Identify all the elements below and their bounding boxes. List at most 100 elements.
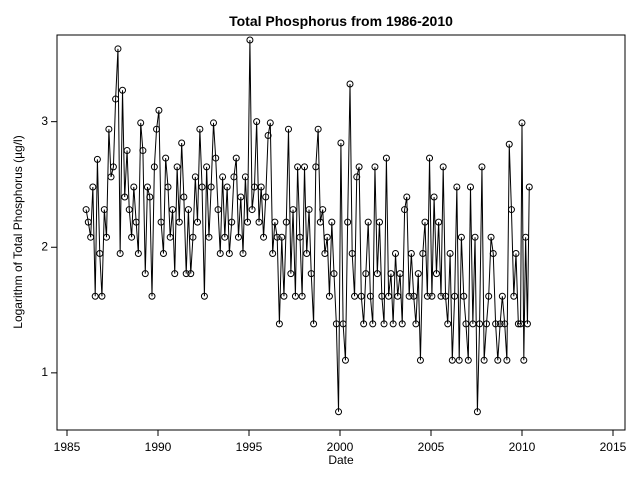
data-point <box>494 356 502 364</box>
data-point <box>225 250 233 258</box>
data-point <box>471 233 479 241</box>
data-point <box>134 250 142 258</box>
data-point <box>310 320 318 328</box>
data-point <box>353 173 361 181</box>
data-point <box>366 292 374 300</box>
data-point <box>426 154 434 162</box>
data-point <box>234 233 242 241</box>
data-point <box>107 173 115 181</box>
data-point <box>191 173 199 181</box>
data-point <box>114 45 122 53</box>
data-point <box>348 250 356 258</box>
data-point <box>460 292 468 300</box>
data-point <box>332 320 340 328</box>
data-point <box>341 356 349 364</box>
data-point <box>403 193 411 201</box>
data-point <box>478 163 486 171</box>
data-point <box>159 250 167 258</box>
data-point <box>522 233 530 241</box>
data-point <box>196 125 204 133</box>
data-point <box>109 163 117 171</box>
data-point <box>501 320 509 328</box>
data-point <box>260 233 268 241</box>
data-point <box>446 250 454 258</box>
data-point <box>244 218 252 226</box>
data-point <box>112 95 120 103</box>
x-tick-label: 2005 <box>418 440 445 454</box>
data-point <box>385 292 393 300</box>
data-point <box>200 292 208 300</box>
data-point <box>442 292 450 300</box>
data-point <box>153 125 161 133</box>
data-point <box>387 270 395 278</box>
data-point <box>476 320 484 328</box>
data-point <box>241 173 249 181</box>
data-point <box>82 206 90 214</box>
x-axis-label: Date <box>328 453 354 467</box>
data-point <box>405 292 413 300</box>
data-point <box>250 183 258 191</box>
data-point <box>351 292 359 300</box>
data-point <box>398 320 406 328</box>
data-point <box>371 163 379 171</box>
data-point <box>496 320 504 328</box>
data-point <box>125 206 133 214</box>
data-point <box>164 183 172 191</box>
data-point <box>375 218 383 226</box>
data-point <box>396 270 404 278</box>
data-point <box>464 356 472 364</box>
data-point <box>143 183 151 191</box>
data-point <box>489 250 497 258</box>
data-point <box>184 206 192 214</box>
series-line <box>85 40 530 412</box>
data-point <box>230 173 238 181</box>
data-point <box>137 119 145 127</box>
data-point <box>339 320 347 328</box>
data-point <box>312 163 320 171</box>
data-point <box>141 270 149 278</box>
data-point <box>210 119 218 127</box>
y-axis-label: Logarithm of Total Phosphorus (µg/l) <box>11 135 25 328</box>
x-tick-label: 2015 <box>600 440 627 454</box>
data-point <box>492 320 500 328</box>
data-point <box>514 320 522 328</box>
data-point <box>214 206 222 214</box>
data-point <box>91 292 99 300</box>
data-point <box>237 193 245 201</box>
data-point <box>100 206 108 214</box>
data-point <box>328 218 336 226</box>
data-point <box>121 193 129 201</box>
data-point <box>239 250 247 258</box>
data-point <box>466 183 474 191</box>
data-point <box>162 154 170 162</box>
data-point <box>298 292 306 300</box>
data-point <box>507 206 515 214</box>
data-point <box>266 119 274 127</box>
data-point <box>223 183 231 191</box>
data-point <box>428 292 436 300</box>
data-point <box>275 320 283 328</box>
data-point <box>473 408 481 416</box>
data-point <box>480 356 488 364</box>
data-point <box>116 250 124 258</box>
data-point <box>228 218 236 226</box>
data-point <box>173 163 181 171</box>
data-point <box>392 250 400 258</box>
data-point <box>119 86 127 94</box>
data-point <box>423 292 431 300</box>
data-point <box>193 218 201 226</box>
data-point <box>325 292 333 300</box>
data-point <box>523 320 531 328</box>
data-point <box>357 292 365 300</box>
data-point <box>255 218 263 226</box>
data-point <box>483 320 491 328</box>
data-point <box>269 250 277 258</box>
y-tick-label: 1 <box>41 365 48 379</box>
data-point <box>296 233 304 241</box>
data-point <box>291 292 299 300</box>
data-point <box>469 320 477 328</box>
data-point <box>360 320 368 328</box>
data-point <box>419 250 427 258</box>
